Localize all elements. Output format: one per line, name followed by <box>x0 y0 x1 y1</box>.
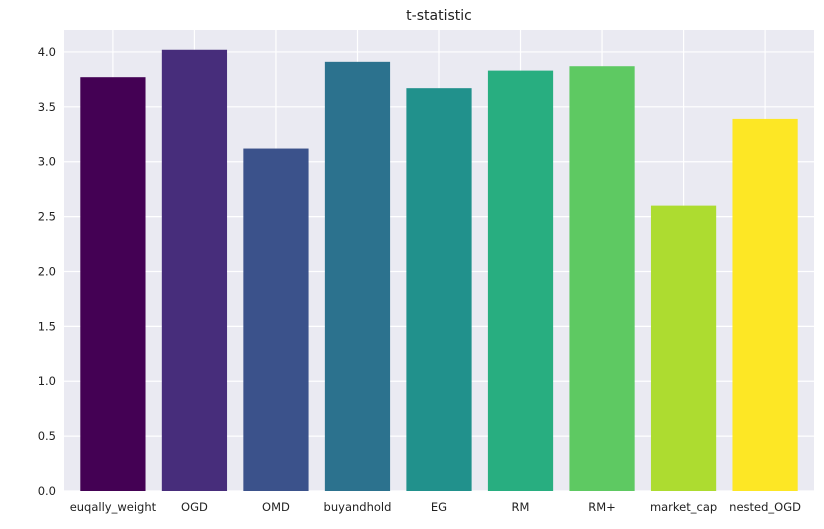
y-tick-label: 1.0 <box>38 374 56 388</box>
bar-rm- <box>569 66 635 491</box>
y-tick-label: 1.5 <box>38 319 56 333</box>
bar-nested-ogd <box>732 118 798 492</box>
x-tick-label: OGD <box>181 500 208 514</box>
y-axis-ticks: 0.0 0.5 1.0 1.5 2.0 2.5 3.0 3.5 4.0 <box>38 45 56 498</box>
y-tick-label: 2.0 <box>38 264 56 278</box>
x-tick-label: RM <box>512 500 530 514</box>
y-tick-label: 4.0 <box>38 45 56 59</box>
bar-ogd <box>161 49 228 491</box>
bars <box>80 49 798 492</box>
y-tick-label: 0.0 <box>38 484 56 498</box>
x-tick-label: EG <box>431 500 447 514</box>
bar-euqally-weight <box>80 77 146 491</box>
x-tick-label: euqally_weight <box>70 500 157 514</box>
bar-rm <box>487 70 554 491</box>
x-tick-label: market_cap <box>650 500 717 514</box>
bar-buyandhold <box>324 61 391 491</box>
y-tick-label: 3.5 <box>38 100 56 114</box>
bar-market-cap <box>650 205 717 491</box>
x-tick-label: OMD <box>262 500 290 514</box>
x-tick-label: RM+ <box>588 500 616 514</box>
x-tick-label: nested_OGD <box>729 500 801 514</box>
bar-omd <box>243 148 309 492</box>
bar-eg <box>406 88 472 491</box>
y-tick-label: 3.0 <box>38 155 56 169</box>
x-axis-ticks: euqally_weight OGD OMD buyandhold EG RM RM+ mar… <box>70 500 801 514</box>
y-tick-label: 2.5 <box>38 210 56 224</box>
chart-title: t-statistic <box>406 8 472 24</box>
x-tick-label: buyandhold <box>324 500 392 514</box>
y-tick-label: 0.5 <box>38 429 56 443</box>
